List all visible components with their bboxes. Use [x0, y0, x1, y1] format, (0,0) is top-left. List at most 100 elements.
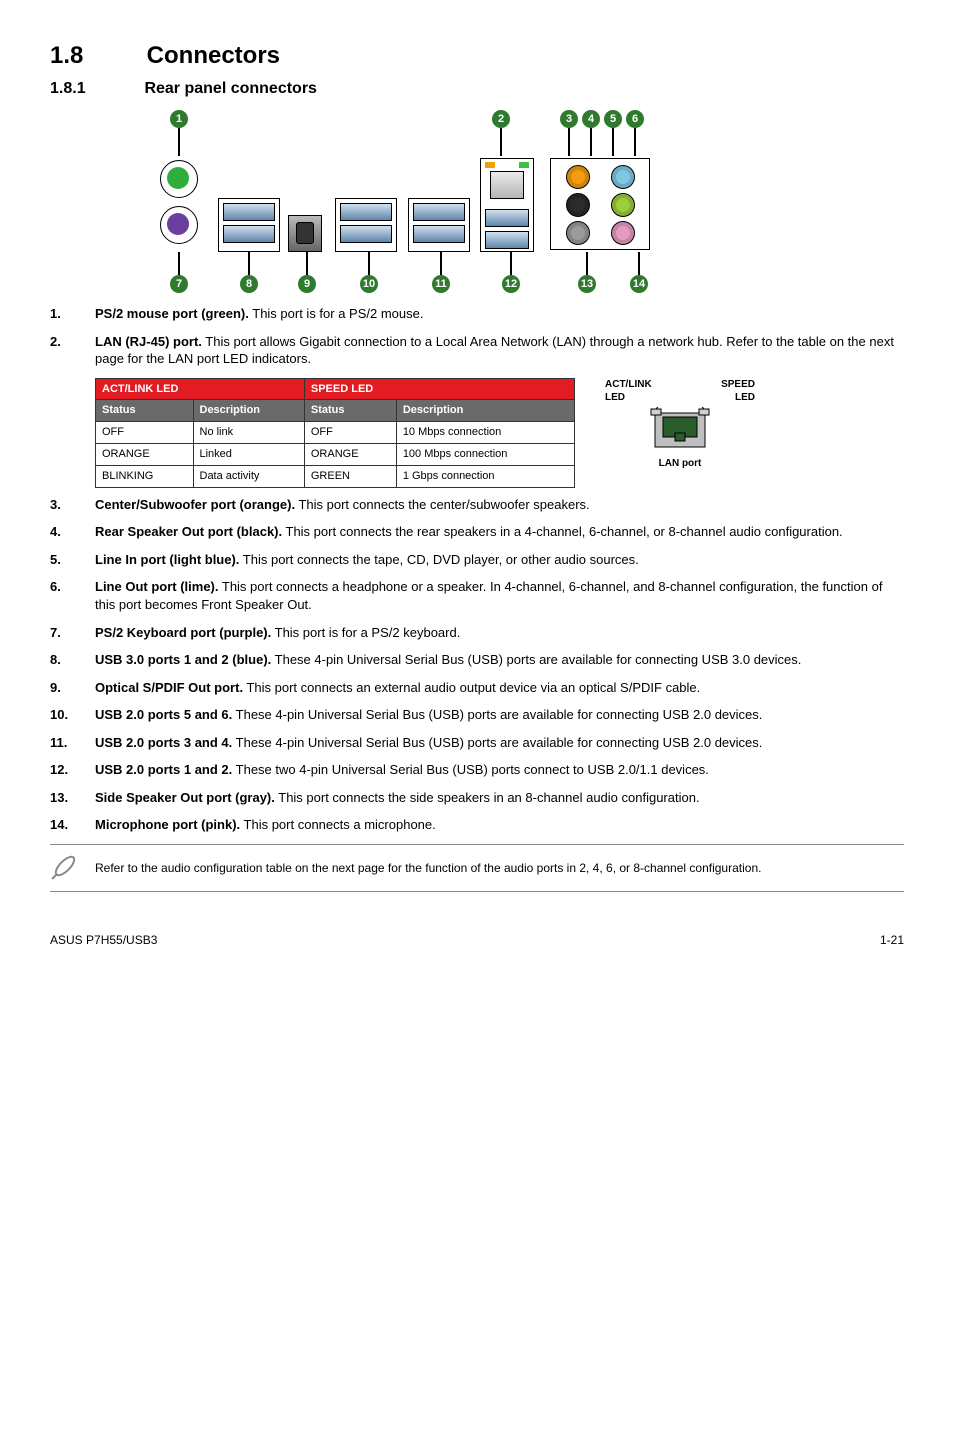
table-header: Description [396, 400, 574, 422]
diagram-leader-line [568, 128, 570, 156]
item-title: Optical S/PDIF Out port. [95, 680, 243, 695]
diagram-badge: 14 [630, 275, 648, 293]
list-item: 10.USB 2.0 ports 5 and 6. These 4-pin Un… [50, 706, 904, 724]
item-body: Side Speaker Out port (gray). This port … [95, 789, 904, 807]
note-icon [50, 851, 95, 885]
item-title: USB 2.0 ports 1 and 2. [95, 762, 232, 777]
diagram-badge: 1 [170, 110, 188, 128]
section-title: Connectors [147, 42, 280, 69]
table-subheader-row: StatusDescriptionStatusDescription [96, 400, 575, 422]
subsection-heading: 1.8.1 Rear panel connectors [50, 78, 904, 100]
table-cell: Data activity [193, 466, 304, 488]
usb3-block-icon [218, 198, 280, 252]
table-cell: 10 Mbps connection [396, 422, 574, 444]
table-row: ORANGELinkedORANGE100 Mbps connection [96, 444, 575, 466]
list-item: 12.USB 2.0 ports 1 and 2. These two 4-pi… [50, 761, 904, 779]
lan-legend-right-top: SPEED [721, 378, 755, 392]
diagram-leader-line [634, 128, 636, 156]
diagram-badge: 12 [502, 275, 520, 293]
list-item: 14.Microphone port (pink). This port con… [50, 816, 904, 834]
diagram-leader-line [306, 252, 308, 275]
diagram-leader-line [440, 252, 442, 275]
list-item: 8.USB 3.0 ports 1 and 2 (blue). These 4-… [50, 651, 904, 669]
item-number: 12. [50, 761, 95, 779]
item-body: PS/2 Keyboard port (purple). This port i… [95, 624, 904, 642]
item-number: 4. [50, 523, 95, 541]
item-number: 7. [50, 624, 95, 642]
item-number: 8. [50, 651, 95, 669]
diagram-badge: 7 [170, 275, 188, 293]
item-text: These 4-pin Universal Serial Bus (USB) p… [232, 735, 762, 750]
diagram-badge: 11 [432, 275, 450, 293]
diagram-badge: 5 [604, 110, 622, 128]
table-cell: OFF [304, 422, 396, 444]
item-body: Rear Speaker Out port (black). This port… [95, 523, 904, 541]
item-number: 13. [50, 789, 95, 807]
diagram-badge: 8 [240, 275, 258, 293]
item-body: Center/Subwoofer port (orange). This por… [95, 496, 904, 514]
item-text: These two 4-pin Universal Serial Bus (US… [232, 762, 709, 777]
diagram-leader-line [586, 252, 588, 275]
item-title: Microphone port (pink). [95, 817, 240, 832]
item-number: 10. [50, 706, 95, 724]
table-header: Status [96, 400, 194, 422]
item-body: Line In port (light blue). This port con… [95, 551, 904, 569]
diagram-badge: 10 [360, 275, 378, 293]
diagram-badge: 6 [626, 110, 644, 128]
item-title: Rear Speaker Out port (black). [95, 524, 282, 539]
list-item: 5.Line In port (light blue). This port c… [50, 551, 904, 569]
section-heading: 1.8 Connectors [50, 40, 904, 72]
section-number: 1.8 [50, 40, 140, 72]
item-body: LAN (RJ-45) port. This port allows Gigab… [95, 333, 904, 368]
table-header: Description [193, 400, 304, 422]
diagram-leader-line [368, 252, 370, 275]
list-item: 6.Line Out port (lime). This port connec… [50, 578, 904, 613]
table-header: Status [304, 400, 396, 422]
footer-right: 1-21 [880, 932, 904, 948]
lan-legend-led: LED [605, 391, 625, 405]
item-title: PS/2 Keyboard port (purple). [95, 625, 271, 640]
table-cell: 1 Gbps connection [396, 466, 574, 488]
item-text: These 4-pin Universal Serial Bus (USB) p… [232, 707, 762, 722]
table-header: ACT/LINK LED [96, 378, 305, 400]
item-title: LAN (RJ-45) port. [95, 334, 202, 349]
list-item: 7.PS/2 Keyboard port (purple). This port… [50, 624, 904, 642]
item-text: This port connects the side speakers in … [275, 790, 700, 805]
item-text: This port is for a PS/2 keyboard. [271, 625, 460, 640]
connector-list: 1.PS/2 mouse port (green). This port is … [50, 305, 904, 834]
table-row: BLINKINGData activityGREEN1 Gbps connect… [96, 466, 575, 488]
item-text: This port connects the center/subwoofer … [295, 497, 590, 512]
subsection-title: Rear panel connectors [144, 80, 317, 97]
diagram-badge: 9 [298, 275, 316, 293]
diagram-leader-line [178, 252, 180, 275]
list-item: 11.USB 2.0 ports 3 and 4. These 4-pin Un… [50, 734, 904, 752]
diagram-leader-line [500, 128, 502, 156]
lan-legend-led: LED [735, 391, 755, 405]
lan-port-caption: LAN port [605, 457, 755, 471]
item-body: USB 3.0 ports 1 and 2 (blue). These 4-pi… [95, 651, 904, 669]
lan-legend-left-top: ACT/LINK [605, 378, 652, 392]
item-title: USB 2.0 ports 5 and 6. [95, 707, 232, 722]
item-text: This port connects the rear speakers in … [282, 524, 843, 539]
page-footer: ASUS P7H55/USB3 1-21 [50, 932, 904, 948]
rear-panel-diagram: 1234567891011121314 [130, 110, 690, 295]
subsection-number: 1.8.1 [50, 78, 140, 100]
diagram-badge: 2 [492, 110, 510, 128]
audio-jack-block-icon [550, 158, 650, 250]
usb2-block-b-icon [408, 198, 470, 252]
lan-port-legend: ACT/LINKSPEEDLEDLEDLAN port [605, 378, 755, 471]
item-number: 1. [50, 305, 95, 323]
table-cell: BLINKING [96, 466, 194, 488]
item-body: USB 2.0 ports 1 and 2. These two 4-pin U… [95, 761, 904, 779]
table-header-row: ACT/LINK LEDSPEED LED [96, 378, 575, 400]
list-item: 2.LAN (RJ-45) port. This port allows Gig… [50, 333, 904, 368]
diagram-leader-line [590, 128, 592, 156]
diagram-badge: 13 [578, 275, 596, 293]
list-item: 1.PS/2 mouse port (green). This port is … [50, 305, 904, 323]
lan-usb-block-icon [480, 158, 534, 252]
item-title: Line Out port (lime). [95, 579, 219, 594]
diagram-leader-line [510, 252, 512, 275]
diagram-leader-line [638, 252, 640, 275]
item-body: USB 2.0 ports 5 and 6. These 4-pin Unive… [95, 706, 904, 724]
item-text: This port connects the tape, CD, DVD pla… [239, 552, 638, 567]
